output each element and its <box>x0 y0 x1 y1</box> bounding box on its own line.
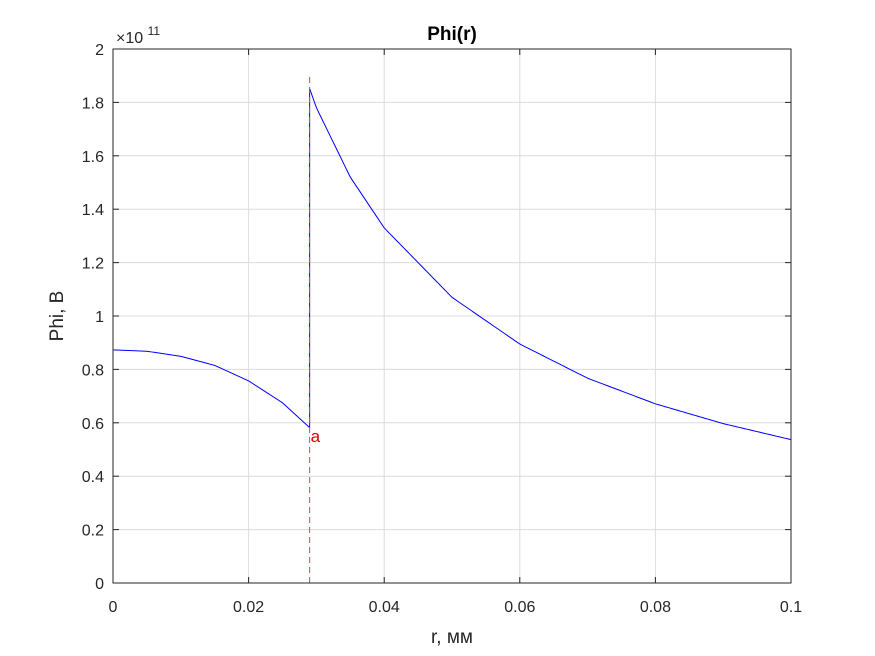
y-tick-label: 0.6 <box>82 416 104 433</box>
y-tick-label: 1.2 <box>82 256 104 273</box>
y-tick-label: 0.4 <box>82 469 104 486</box>
series-line <box>112 88 792 441</box>
y-tick-label: 1.6 <box>82 149 104 166</box>
series-layer <box>112 88 792 441</box>
y-tick-label: 0.8 <box>82 362 104 379</box>
y-tick-labels: 0 0.2 0.4 0.6 0.8 1 1.2 1.4 1.6 1.8 2 <box>82 42 104 593</box>
y-multiplier: ×10 11 <box>116 24 160 47</box>
y-tick-label: 0 <box>95 576 104 593</box>
y-tick-label: 2 <box>95 42 104 59</box>
y-tick-label: 1 <box>95 309 104 326</box>
y-multiplier-exponent: 11 <box>148 24 161 38</box>
x-axis-label: r, мм <box>431 627 473 648</box>
y-tick-label: 1.4 <box>82 202 104 219</box>
y-tick-label: 1.8 <box>82 95 104 112</box>
grid <box>113 49 791 583</box>
x-tick-label: 0.1 <box>780 599 802 616</box>
ticks <box>112 48 792 584</box>
x-tick-label: 0.02 <box>233 599 264 616</box>
y-tick-label: 0.2 <box>82 523 104 540</box>
y-multiplier-base: ×10 <box>116 30 143 47</box>
x-tick-label: 0.06 <box>504 599 535 616</box>
x-tick-labels: 0 0.02 0.04 0.06 0.08 0.1 <box>109 599 803 616</box>
y-axis-label: Phi, В <box>47 291 68 342</box>
x-tick-label: 0 <box>109 599 118 616</box>
annotation-layer: a <box>309 77 321 583</box>
x-tick-label: 0.04 <box>369 599 400 616</box>
marker-label-a: a <box>311 427 321 446</box>
chart-title: Phi(r) <box>427 24 477 45</box>
x-tick-label: 0.08 <box>640 599 671 616</box>
